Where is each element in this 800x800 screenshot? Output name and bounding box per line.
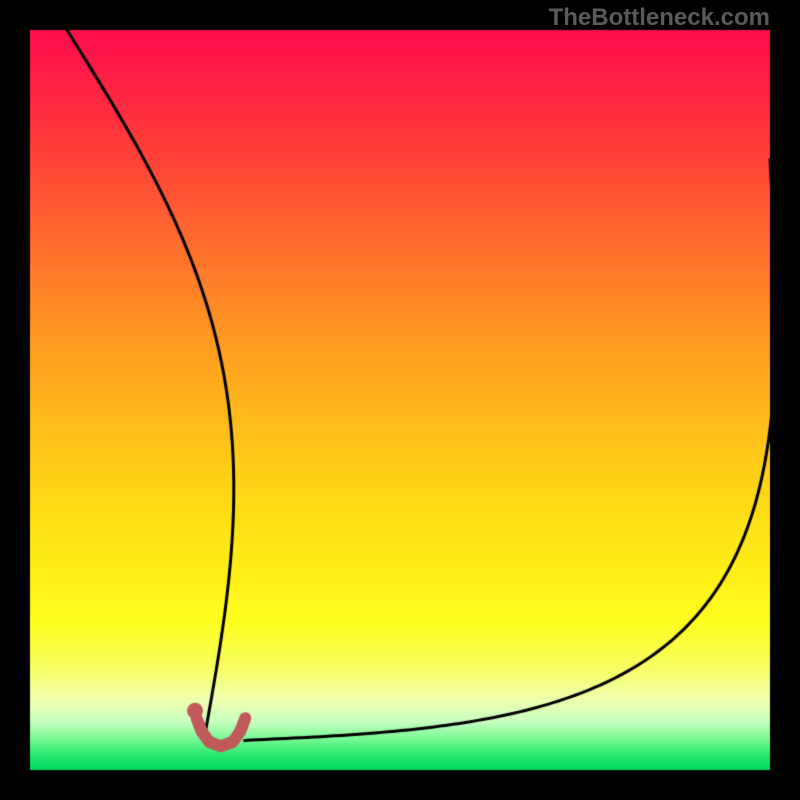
watermark-text: TheBottleneck.com (549, 4, 770, 32)
chart-container: TheBottleneck.com (0, 0, 800, 800)
bottleneck-chart-canvas (0, 0, 800, 800)
